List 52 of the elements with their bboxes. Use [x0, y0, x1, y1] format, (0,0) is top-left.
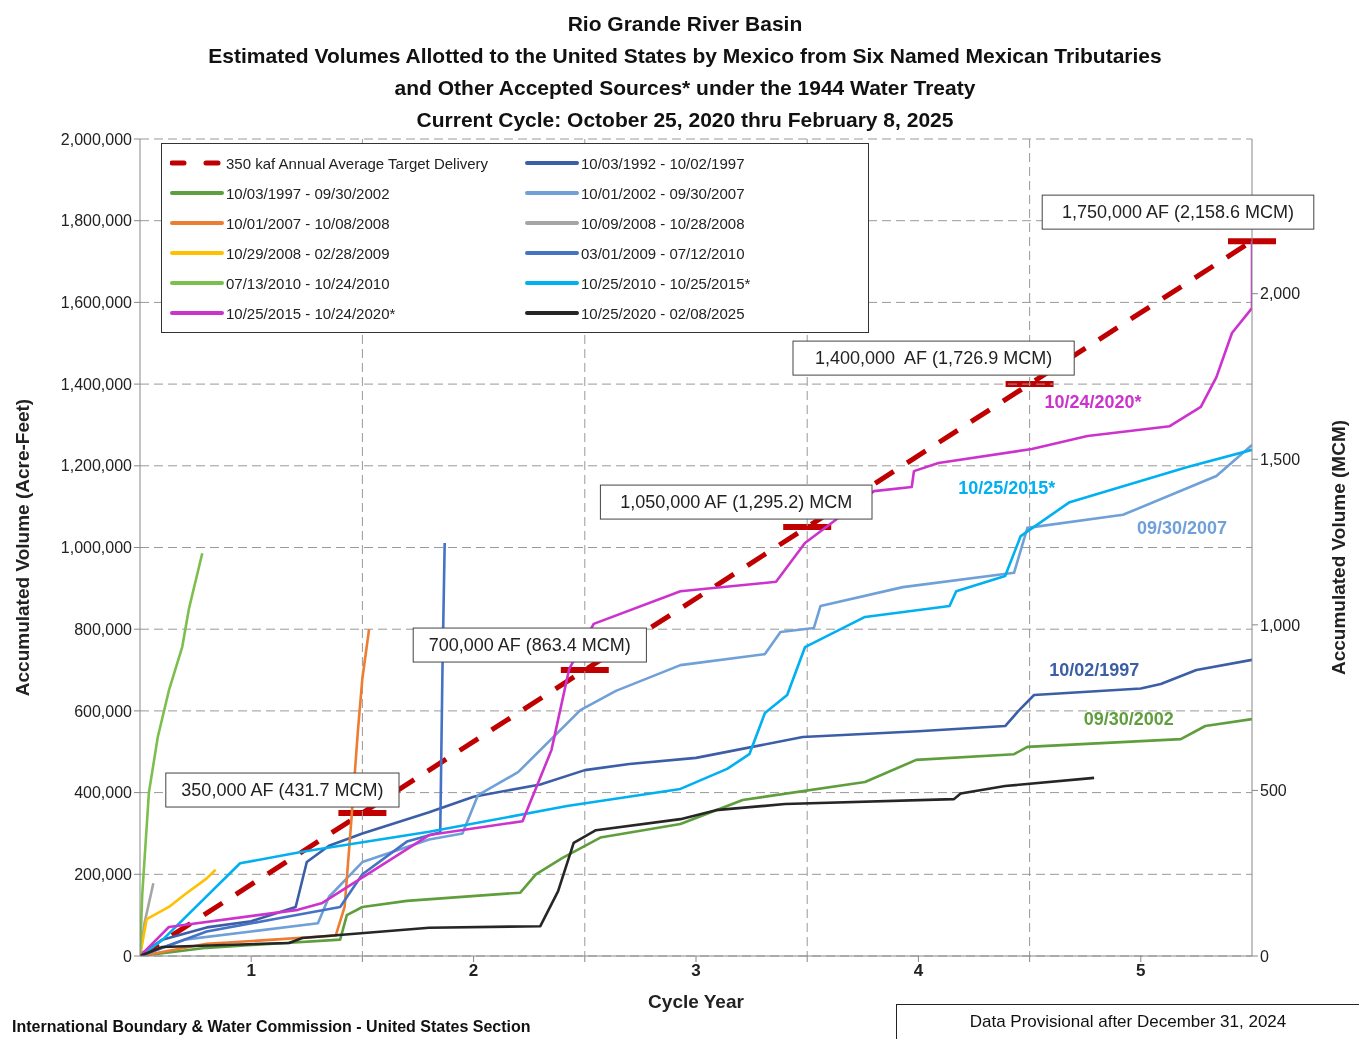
annotation: 350,000 AF (431.7 MCM)	[181, 780, 384, 801]
annotation: 09/30/2007	[1136, 518, 1228, 539]
y-tick-label: 1,600,000	[60, 294, 133, 312]
y-tick-label: 1,400,000	[60, 375, 133, 393]
legend-label: 10/29/2008 - 02/28/2009	[226, 244, 390, 262]
legend-label: 10/01/2002 - 09/30/2007	[581, 184, 745, 202]
y-tick-label: 0	[123, 947, 133, 965]
y2-tick-label: 1,500	[1260, 450, 1301, 468]
line-series	[140, 868, 217, 956]
y-tick-label: 800,000	[74, 620, 133, 638]
annotation: 700,000 AF (863.4 MCM)	[428, 635, 631, 656]
text: Data Provisional after December 31, 2024	[896, 1004, 1359, 1039]
y-tick-label: 1,200,000	[60, 457, 133, 475]
y-tick-label: 200,000	[74, 865, 133, 883]
legend-label: 10/09/2008 - 10/28/2008	[581, 214, 745, 232]
chart-subtitle: Estimated Volumes Allotted to the United States by Mexico from Six Named Mexican Tributaries and Other Accepted Sources* under the 1944 Water Treaty Current Cycle: October 25, 2020 thru February 8, 2025	[207, 43, 1163, 131]
x-axis-title: Cycle Year	[648, 991, 745, 1012]
y2-tick-label: 500	[1260, 782, 1287, 800]
y-tick-label: 1,000,000	[60, 539, 133, 557]
y2-tick-label: 2,000	[1260, 285, 1301, 303]
x-tick-label: 1	[246, 961, 256, 981]
x-tick-label: 3	[691, 961, 701, 981]
annotation: 10/25/2015*	[958, 478, 1056, 499]
line-series	[140, 776, 1096, 956]
legend-label: 10/01/2007 - 10/08/2008	[226, 214, 390, 232]
x-tick-label: 4	[913, 961, 924, 981]
legend-label: 10/25/2020 - 02/08/2025	[581, 304, 745, 322]
x-tick-label: 5	[1136, 961, 1146, 981]
y-tick-label: 600,000	[74, 702, 133, 720]
y-tick-label: 400,000	[74, 784, 133, 802]
y-tick-label: 2,000,000	[60, 130, 133, 148]
legend-label: 10/25/2015 - 10/24/2020*	[226, 304, 396, 322]
chart-title: Rio Grande River Basin	[566, 11, 804, 37]
y-tick-label: 1,800,000	[60, 212, 133, 230]
y2-tick-label: 1,000	[1260, 616, 1301, 634]
legend-label: 10/25/2010 - 10/25/2015*	[581, 274, 751, 292]
annotation: 09/30/2002	[1083, 709, 1174, 730]
legend-label: 350 kaf Annual Average Target Delivery	[226, 154, 489, 172]
text: International Boundary & Water Commission - United States Section	[12, 1018, 531, 1036]
legend-label: 03/01/2009 - 07/12/2010	[581, 244, 745, 262]
annotation: 1,750,000 AF (2,158.6 MCM)	[1061, 202, 1295, 223]
legend-label: 10/03/1992 - 10/02/1997	[581, 154, 745, 172]
x-tick-label: 2	[468, 961, 479, 981]
annotation: 10/24/2020*	[1044, 392, 1142, 413]
annotation: 10/02/1997	[1049, 660, 1140, 681]
y2-tick-label: 0	[1260, 947, 1269, 965]
y-axis-title: Accumulated Volume (Acre-Feet)	[11, 398, 33, 697]
legend-label: 07/13/2010 - 10/24/2010	[226, 274, 390, 292]
annotation: 1,400,000 AF (1,726.9 MCM)	[815, 348, 1053, 369]
legend-label: 10/03/1997 - 09/30/2002	[226, 184, 390, 202]
y2-axis-title: Accumulated Volume (MCM)	[1327, 419, 1349, 676]
annotation: 1,050,000 AF (1,295.2) MCM	[620, 492, 853, 513]
